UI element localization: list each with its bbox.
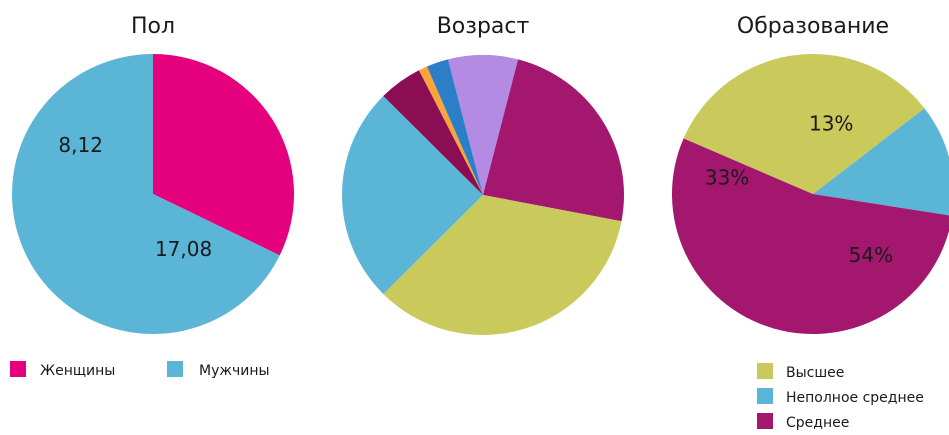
pie-slice-education-2 — [683, 54, 925, 194]
legend-swatch-female — [10, 361, 26, 377]
chart-age: Возраст — [342, 14, 624, 335]
pie-slice-education-0 — [813, 108, 949, 216]
pie-gender: 8,12 17,08 — [11, 54, 294, 334]
pie-slice-gender-1 — [11, 54, 280, 334]
pie-slice-age-5 — [418, 66, 483, 195]
pie-age — [342, 55, 624, 335]
pie-slice-age-6 — [427, 59, 483, 196]
legend-education: Высшее Неполное среднее Среднее — [757, 363, 924, 431]
pie-slice-age-2 — [383, 195, 622, 335]
chart-title-education: Образование — [737, 14, 889, 39]
legend-label-female: Женщины — [40, 363, 115, 379]
pie-slice-label-gender-0: 8,12 — [58, 133, 103, 157]
pie-slice-age-1 — [483, 59, 624, 222]
pie-slice-age-0 — [447, 55, 519, 195]
legend-swatch-secondary — [757, 413, 773, 429]
legend-label-higher: Высшее — [786, 365, 844, 381]
chart-gender: Пол 8,12 17,08 Женщины Мужчины — [10, 14, 294, 379]
pie-slice-label-gender-1: 17,08 — [155, 237, 212, 261]
chart-education: Образование 13% 54% 33% Высшее Неполное ср… — [671, 14, 949, 431]
legend-swatch-male — [167, 361, 183, 377]
legend-gender: Женщины Мужчины — [10, 361, 270, 379]
pie-slice-label-education-1: 54% — [849, 243, 893, 267]
chart-title-age: Возраст — [437, 14, 530, 39]
pie-slice-education-1 — [671, 138, 949, 334]
legend-label-male: Мужчины — [199, 363, 270, 379]
pie-slice-label-education-2: 33% — [705, 166, 749, 190]
pie-slice-gender-0 — [153, 54, 294, 256]
pie-slice-age-4 — [383, 70, 483, 195]
legend-swatch-incomplete-secondary — [757, 388, 773, 404]
pie-slice-age-3 — [342, 96, 483, 294]
legend-label-secondary: Среднее — [786, 415, 849, 431]
chart-title-gender: Пол — [131, 14, 175, 39]
pie-education: 13% 54% 33% — [671, 54, 949, 334]
pie-slice-label-education-0: 13% — [809, 112, 853, 136]
legend-label-incomplete-secondary: Неполное среднее — [786, 390, 924, 406]
legend-swatch-higher — [757, 363, 773, 379]
